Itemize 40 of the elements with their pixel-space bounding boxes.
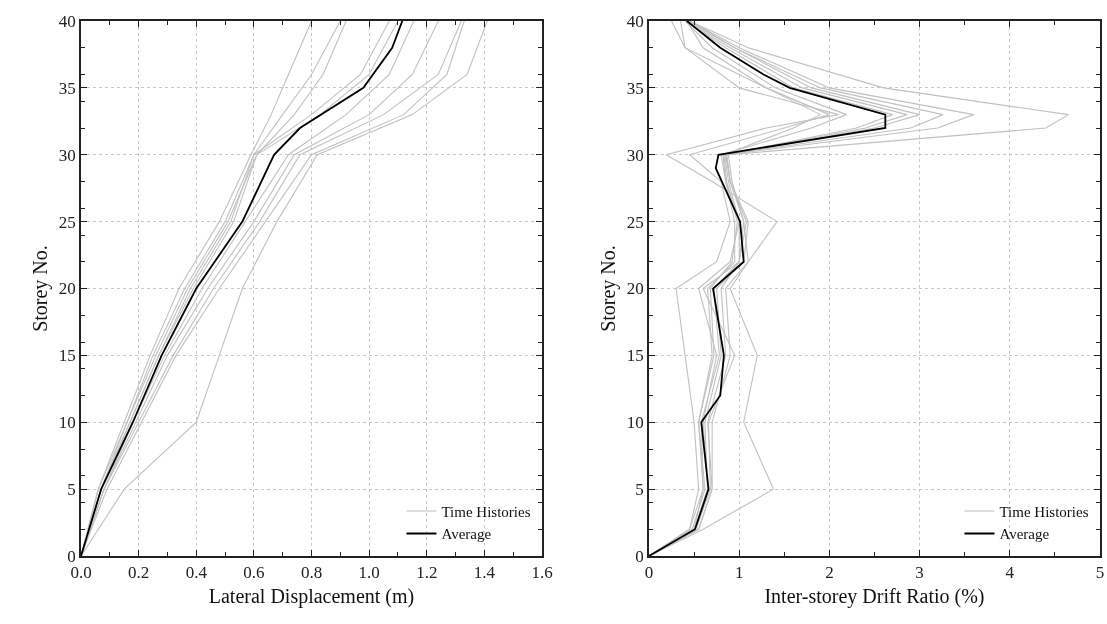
legend-label: Average	[999, 526, 1050, 543]
x-tick-label: 1.4	[473, 563, 496, 583]
y-axis-title: Storey No.	[596, 245, 620, 332]
y-tick-label: 0	[635, 546, 644, 566]
y-tick-label: 25	[626, 212, 644, 232]
y-tick-label: 20	[58, 279, 76, 299]
y-tick-label: 10	[58, 413, 76, 433]
y-tick-label: 0	[67, 546, 76, 566]
y-tick-label: 30	[58, 145, 76, 165]
legend-label: Average	[441, 526, 492, 543]
y-tick-label: 30	[626, 145, 644, 165]
x-tick-label: 0.0	[70, 563, 92, 583]
y-tick-label: 10	[626, 413, 644, 433]
y-tick-label: 25	[58, 212, 76, 232]
x-tick-label: 0.6	[243, 563, 265, 583]
x-axis-title: Inter-storey Drift Ratio (%)	[764, 585, 985, 609]
x-tick-label: 5	[1095, 563, 1105, 583]
y-tick-label: 15	[626, 346, 644, 366]
y-tick-label: 35	[626, 78, 644, 98]
y-tick-label: 35	[58, 78, 76, 98]
x-tick-label: 0.2	[128, 563, 150, 583]
x-axis-title: Lateral Displacement (m)	[208, 585, 415, 609]
legend-label: Time Histories	[999, 503, 1089, 520]
y-tick-label: 40	[626, 11, 644, 31]
y-tick-label: 5	[67, 480, 76, 500]
y-axis-title: Storey No.	[28, 245, 52, 332]
x-tick-label: 1.6	[531, 563, 553, 583]
x-tick-label: 3	[915, 563, 924, 583]
x-tick-label: 1.2	[416, 563, 438, 583]
y-tick-label: 20	[626, 279, 644, 299]
x-tick-label: 1	[734, 563, 744, 583]
x-tick-label: 1.0	[358, 563, 380, 583]
x-tick-label: 0.4	[185, 563, 208, 583]
y-tick-label: 5	[635, 480, 644, 500]
x-tick-label: 4	[1005, 563, 1015, 583]
legend-label: Time Histories	[441, 503, 531, 520]
x-tick-label: 0.8	[300, 563, 323, 583]
y-tick-label: 15	[58, 346, 76, 366]
y-tick-label: 40	[58, 11, 76, 31]
x-tick-label: 2	[825, 563, 834, 583]
